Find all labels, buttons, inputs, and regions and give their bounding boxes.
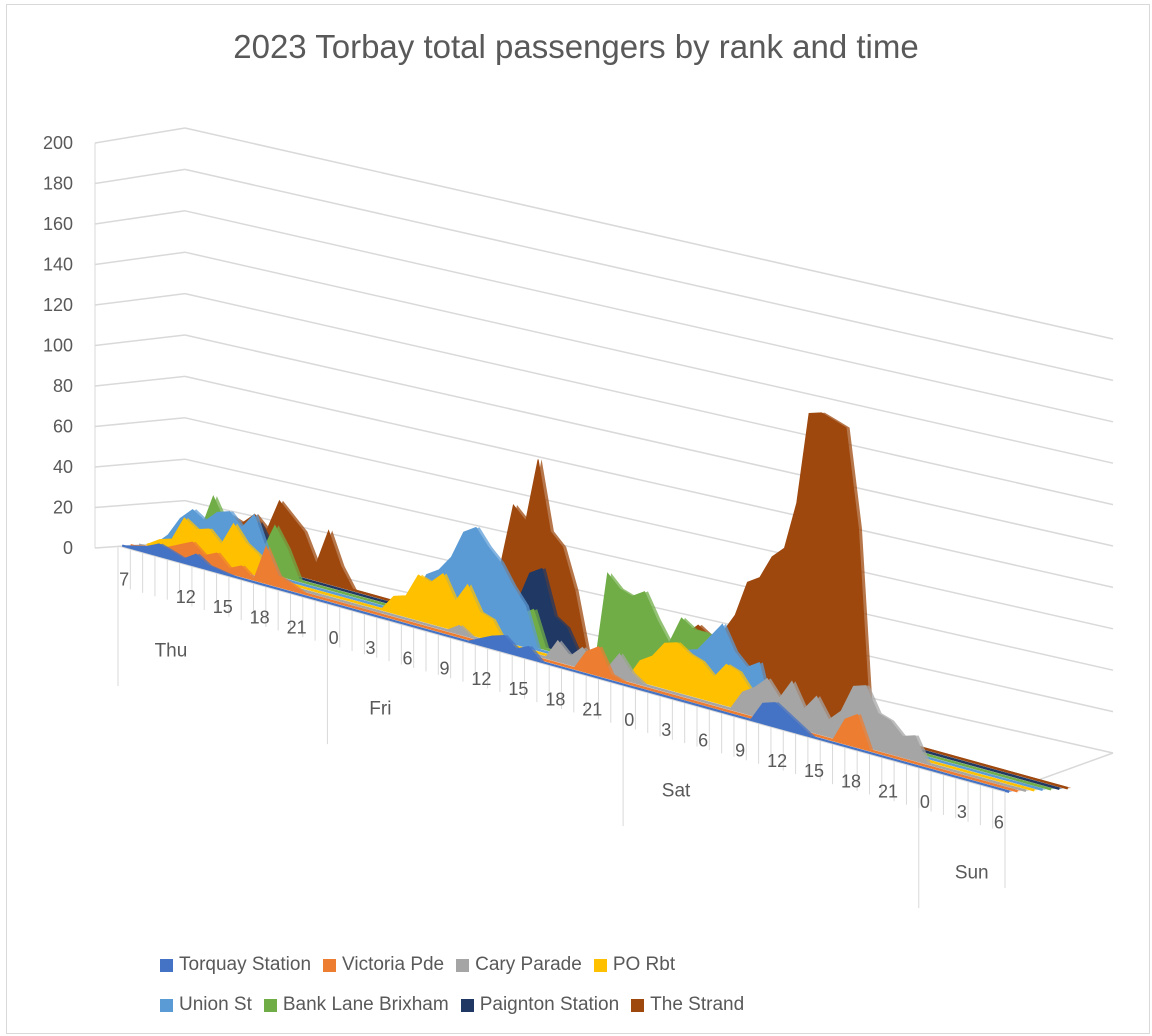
gridline xyxy=(94,168,186,185)
legend-swatch xyxy=(631,998,645,1012)
y-tick-label: 180 xyxy=(43,174,73,194)
y-tick-label: 100 xyxy=(43,336,73,356)
y-tick-label: 120 xyxy=(43,295,73,315)
chart-title: 2023 Torbay total passengers by rank and… xyxy=(233,28,919,65)
gridline xyxy=(94,292,186,306)
legend-label: Cary Parade xyxy=(475,954,582,975)
legend-item: Union St xyxy=(160,994,252,1016)
gridline xyxy=(184,251,1114,464)
x-tick-label: 21 xyxy=(287,618,307,638)
legend-swatch xyxy=(460,998,474,1012)
y-tick-label: 20 xyxy=(53,498,73,518)
day-label: Sun xyxy=(955,862,989,883)
legend-item: Cary Parade xyxy=(456,954,582,976)
x-tick-label: 18 xyxy=(250,607,270,627)
gridline xyxy=(94,251,186,266)
x-tick-label: 9 xyxy=(735,741,745,761)
x-tick-label: 15 xyxy=(508,679,528,699)
gridline xyxy=(184,458,1114,671)
legend-item: PO Rbt xyxy=(593,954,676,976)
day-label: Sat xyxy=(662,780,691,801)
x-tick-label: 6 xyxy=(402,648,412,668)
legend: Torquay Station Victoria Pde Cary Parade PO… xyxy=(160,945,960,1025)
gridline xyxy=(94,334,186,347)
gridline xyxy=(94,458,186,468)
legend-swatch xyxy=(323,958,337,972)
x-tick-label: 3 xyxy=(661,720,671,740)
y-tick-label: 80 xyxy=(53,376,73,396)
x-tick-label: 15 xyxy=(804,761,824,781)
gridline xyxy=(94,375,186,387)
x-tick-label: 7 xyxy=(119,570,129,590)
legend-swatch xyxy=(160,958,173,972)
chart-walls xyxy=(94,143,1114,793)
legend-swatch xyxy=(593,958,607,972)
legend-label: Torquay Station xyxy=(179,954,312,975)
gridline xyxy=(184,210,1114,423)
x-tick-label: 15 xyxy=(213,597,233,617)
x-tick-label: 9 xyxy=(439,659,449,679)
gridline xyxy=(94,417,186,428)
x-tick-label: 6 xyxy=(698,730,708,750)
x-tick-label: 21 xyxy=(582,700,602,720)
gridline xyxy=(184,417,1114,630)
legend-item: Bank Lane Brixham xyxy=(263,994,449,1016)
series-area xyxy=(179,412,1068,789)
x-tick-label: 12 xyxy=(471,669,491,689)
y-tick-label: 140 xyxy=(43,255,73,275)
series-areas xyxy=(121,412,1072,793)
series-torquay-station xyxy=(121,543,1013,793)
series-victoria-pde xyxy=(130,541,1022,793)
gridline xyxy=(94,127,186,144)
gridline xyxy=(94,210,186,225)
y-tick-label: 200 xyxy=(43,133,73,153)
y-tick-label: 60 xyxy=(53,417,73,437)
legend-item: Victoria Pde xyxy=(323,954,444,976)
gridline xyxy=(184,127,1114,340)
x-tick-label: 0 xyxy=(624,710,634,730)
day-label: Fri xyxy=(369,698,391,719)
y-tick-label: 40 xyxy=(53,457,73,477)
y-tick-label: 160 xyxy=(43,214,73,234)
legend-swatch xyxy=(160,998,173,1012)
x-tick-label: 0 xyxy=(920,792,930,812)
legend-item: The Strand xyxy=(631,994,744,1016)
series-baseline xyxy=(121,544,1010,793)
x-tick-label: 18 xyxy=(841,771,861,791)
x-axis: 7 12 15 18 21 0 3 6 9 12 15 18 21 0 3 6 9 12 15 18 21 0 3 6 Thu F… xyxy=(117,545,1006,909)
y-tick-label: 0 xyxy=(63,538,73,558)
legend-label: Union St xyxy=(179,994,252,1015)
series-baseline xyxy=(130,544,1018,793)
gridline xyxy=(94,499,186,509)
legend-label: Bank Lane Brixham xyxy=(282,994,449,1015)
legend-item: Paignton Station xyxy=(460,994,620,1016)
gridline xyxy=(184,334,1114,547)
x-tick-label: 3 xyxy=(957,802,967,822)
gridline xyxy=(184,375,1114,589)
x-tick-label: 12 xyxy=(176,587,196,607)
legend-swatch xyxy=(263,998,277,1012)
x-tick-label: 3 xyxy=(366,638,376,658)
gridline xyxy=(184,168,1114,382)
day-label: Thu xyxy=(155,640,188,661)
y-tick-labels: 0 20 40 60 80 100 120 140 160 180 200 xyxy=(43,133,73,558)
legend-label: The Strand xyxy=(650,994,745,1015)
x-tick-label: 21 xyxy=(878,782,898,802)
gridline xyxy=(184,292,1114,506)
legend-item: Torquay Station xyxy=(160,954,311,976)
x-tick-label: 6 xyxy=(994,812,1004,832)
legend-label: PO Rbt xyxy=(612,954,676,975)
series-area xyxy=(145,517,1035,791)
x-tick-label: 12 xyxy=(767,751,787,771)
legend-label: Victoria Pde xyxy=(342,954,445,975)
legend-row: Torquay Station Victoria Pde Cary Parade PO… xyxy=(160,945,960,985)
legend-row: Union St Bank Lane Brixham Paignton Statio… xyxy=(160,985,960,1025)
legend-label: Paignton Station xyxy=(479,994,620,1015)
legend-swatch xyxy=(456,958,470,972)
x-tick-label: 18 xyxy=(545,689,565,709)
x-tick-label: 0 xyxy=(329,628,339,648)
